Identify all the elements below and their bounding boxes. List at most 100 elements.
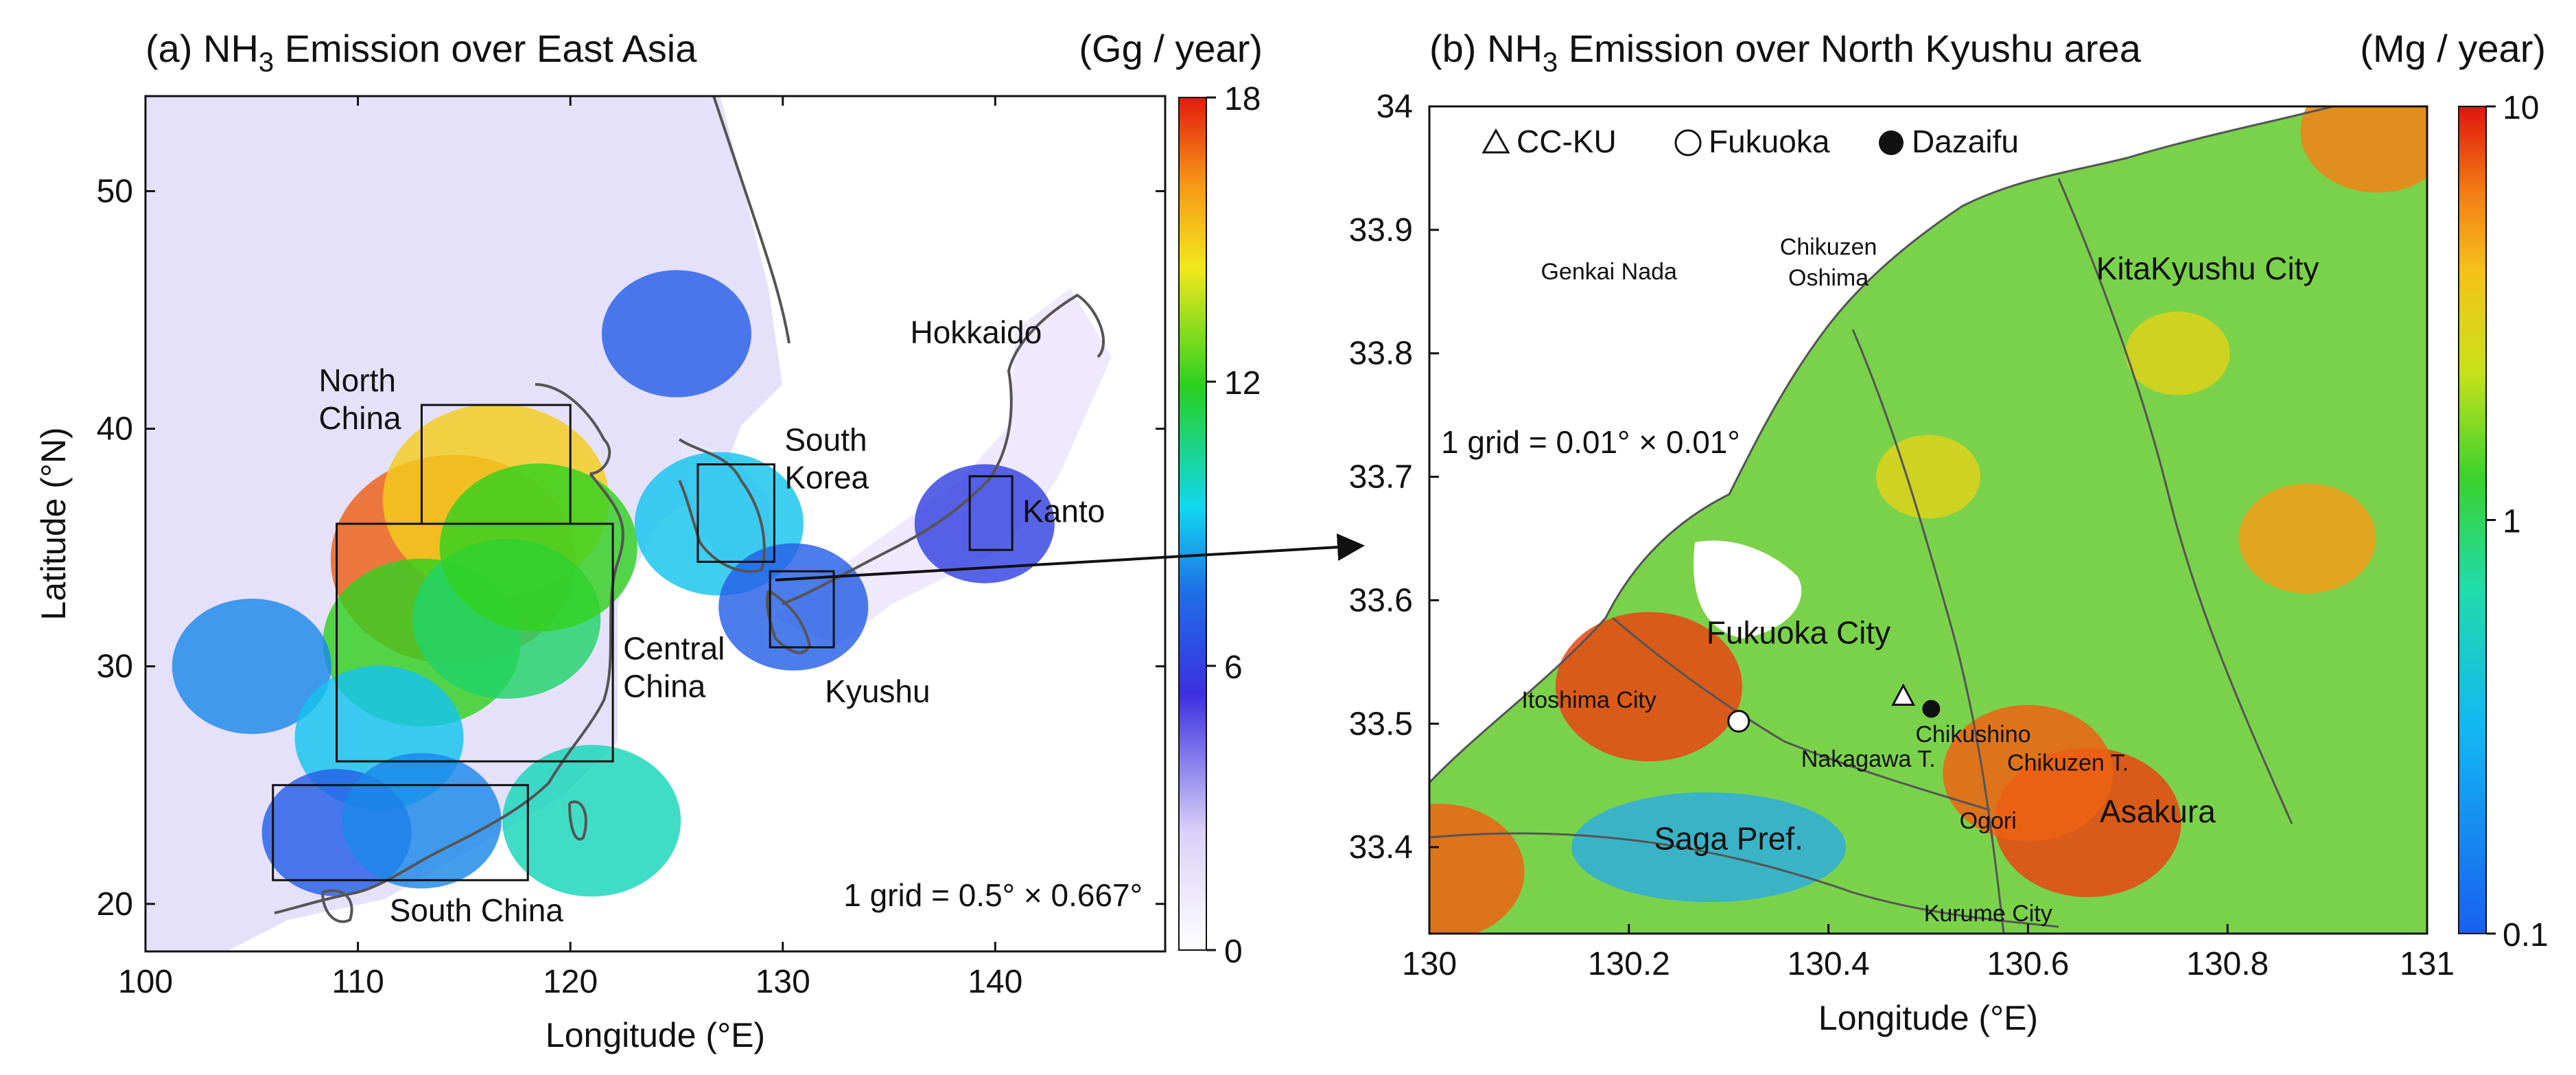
panel-b-place-label: Chikuzen T.	[2007, 750, 2129, 776]
region-label-line1: Kanto	[1022, 494, 1105, 529]
panel-a-x-tick-label: 110	[331, 964, 384, 1000]
panel-b-boundary-4	[1429, 832, 2059, 928]
legend-dazaifu-label: Dazaifu	[1912, 124, 2019, 159]
panel-a-colorbar-ticks: 0 6 12 18	[1206, 81, 1261, 970]
panel-b-hotspot	[2300, 106, 2427, 193]
panel-b-place-label: Asakura	[2100, 794, 2216, 829]
region-label-line2: China	[623, 669, 706, 704]
panel-b-x-ticks: 130 130.2 130.4 130.6 130.8 131	[1402, 924, 2455, 982]
panel-a-coast-hainan	[321, 889, 353, 923]
panel-a-hotspot	[439, 463, 637, 632]
panel-a-hotspot	[502, 745, 681, 897]
panel-a-coast-taiwan	[568, 800, 587, 841]
panel-b-place-label: Fukuoka City	[1707, 614, 1890, 650]
panel-a-place-labels: Hokkaido	[911, 314, 1042, 350]
panel-b-hotspot	[1429, 803, 1525, 934]
region-label-line2: China	[318, 400, 401, 436]
panel-a-coast-russia	[712, 96, 791, 344]
panel-a-title: (a) NH3 Emission over East Asia	[145, 27, 697, 78]
region-label-line2: Korea	[784, 459, 869, 495]
panel-b-place-label: Itoshima City	[1521, 687, 1656, 713]
panel-a: (a) NH3 Emission over East Asia (Gg / ye…	[34, 27, 1263, 1054]
region-label-line1: South	[784, 421, 867, 457]
panel-a-y-axis-label: Latitude (°N)	[34, 427, 73, 620]
panel-b-place-label: Nakagawa T.	[1801, 746, 1936, 772]
panel-a-y-ticks: 20 30 40 50	[97, 173, 1165, 923]
legend-cc-ku-label: CC-KU	[1517, 124, 1617, 159]
panel-a-x-tick-label: 130	[756, 964, 810, 1000]
panel-b-x-tick-label: 130	[1402, 946, 1457, 982]
panel-a-japan-land	[775, 288, 1112, 645]
panel-a-coastlines	[274, 96, 1105, 923]
panel-b-boundary-1	[1612, 616, 1991, 811]
panel-a-hotspot	[601, 270, 751, 397]
panel-b-title: (b) NH3 Emission over North Kyushu area	[1429, 27, 2142, 78]
panel-a-y-tick-label: 40	[97, 411, 133, 448]
panel-a-y-tick-label: 30	[97, 649, 133, 685]
panel-a-coast-china	[274, 472, 624, 914]
panel-a-colorbar-tick-label: 6	[1224, 649, 1243, 686]
panel-b-grid-note: 1 grid = 0.01° × 0.01°	[1441, 424, 1740, 460]
panel-b-colorbar-ticks: 0.1 1 10	[2486, 90, 2549, 953]
panel-b-colorbar	[2458, 106, 2487, 934]
panel-a-coast-japan	[782, 293, 1105, 605]
panel-a-grid-note: 1 grid = 0.5° × 0.667°	[843, 877, 1143, 913]
panel-b-y-tick-label: 34	[1377, 89, 1413, 125]
panel-b-hotspots	[1429, 106, 2427, 934]
region-label-line1: Central	[623, 631, 725, 667]
panel-b-place-labels: Genkai Nada Chikuzen Oshima KitaKyushu City…	[1521, 234, 2319, 927]
panel-b-x-tick-label: 131	[2400, 946, 2455, 982]
panel-b-coastline	[1429, 106, 2334, 784]
zoom-arrow	[775, 533, 1365, 581]
panel-a-plot-frame	[144, 95, 1167, 953]
panel-b-x-tick-label: 130.4	[1788, 946, 1870, 982]
region-box-kyushu	[769, 570, 835, 649]
panel-b-boundary-2	[1851, 329, 2005, 934]
panel-b-colorbar-tick-label: 0.1	[2503, 917, 2549, 953]
station-dazaifu-marker	[1922, 700, 1941, 718]
panel-b-place-label: Saga Pref.	[1654, 821, 1803, 857]
panel-b-x-axis-label: Longitude (°E)	[1818, 999, 2038, 1037]
panel-b-place-label: Genkai Nada	[1541, 259, 1677, 285]
panel-b-stations	[1727, 683, 1941, 733]
region-box-south-china	[272, 784, 529, 881]
panel-a-hotspot	[172, 599, 331, 735]
region-label-line1: Kyushu	[825, 673, 930, 709]
panel-a-x-tick-label: 140	[968, 964, 1022, 1000]
panel-b-boundary-3	[2057, 178, 2293, 824]
region-box-kanto	[968, 475, 1014, 551]
panel-b-place-label: Chikushino	[1915, 721, 2030, 748]
region-box-central-china	[336, 522, 614, 763]
panel-b: (b) NH3 Emission over North Kyushu area …	[1349, 27, 2549, 1037]
legend-fukuoka-label: Fukuoka	[1709, 124, 1830, 159]
panel-a-colorbar-tick-label: 0	[1224, 934, 1243, 970]
panel-b-x-tick-label: 130.6	[1987, 946, 2069, 982]
panel-a-unit: (Gg / year)	[1079, 27, 1263, 70]
panel-b-unit: (Mg / year)	[2360, 27, 2546, 70]
panel-a-hotspot	[342, 753, 502, 889]
panel-a-y-tick-label: 50	[97, 173, 133, 209]
region-box-south-korea	[696, 463, 775, 563]
region-label-line1: South China	[390, 892, 564, 928]
panel-b-x-tick-label: 130.8	[2186, 946, 2269, 982]
panel-a-x-tick-label: 100	[118, 964, 173, 1000]
panel-b-y-tick-label: 33.4	[1349, 829, 1413, 866]
panel-b-hotspot	[2238, 483, 2376, 594]
panel-b-x-tick-label: 130.2	[1588, 946, 1670, 982]
panel-a-colorbar-tick-label: 12	[1224, 365, 1261, 402]
panel-b-colorbar-tick-label: 10	[2503, 90, 2539, 126]
panel-b-place-label: Chikuzen	[1780, 234, 1877, 260]
panel-a-colorbar-tick-label: 18	[1224, 81, 1261, 117]
panel-a-coast-korea	[678, 438, 766, 573]
panel-b-hotspot	[2125, 311, 2230, 395]
legend-filled-circle-icon	[1879, 130, 1904, 155]
panel-b-hotspot	[1876, 435, 1980, 519]
panel-b-place-label: Kurume City	[1924, 901, 2052, 927]
panel-b-y-tick-label: 33.5	[1349, 706, 1413, 742]
panel-b-y-tick-label: 33.8	[1349, 336, 1413, 372]
panel-a-hotspots	[172, 270, 1055, 897]
panel-a-place-label: Hokkaido	[911, 314, 1042, 350]
panel-b-plot-frame	[1428, 105, 2428, 935]
panel-b-y-ticks: 33.4 33.5 33.6 33.7 33.8 33.9 34	[1349, 89, 1439, 866]
